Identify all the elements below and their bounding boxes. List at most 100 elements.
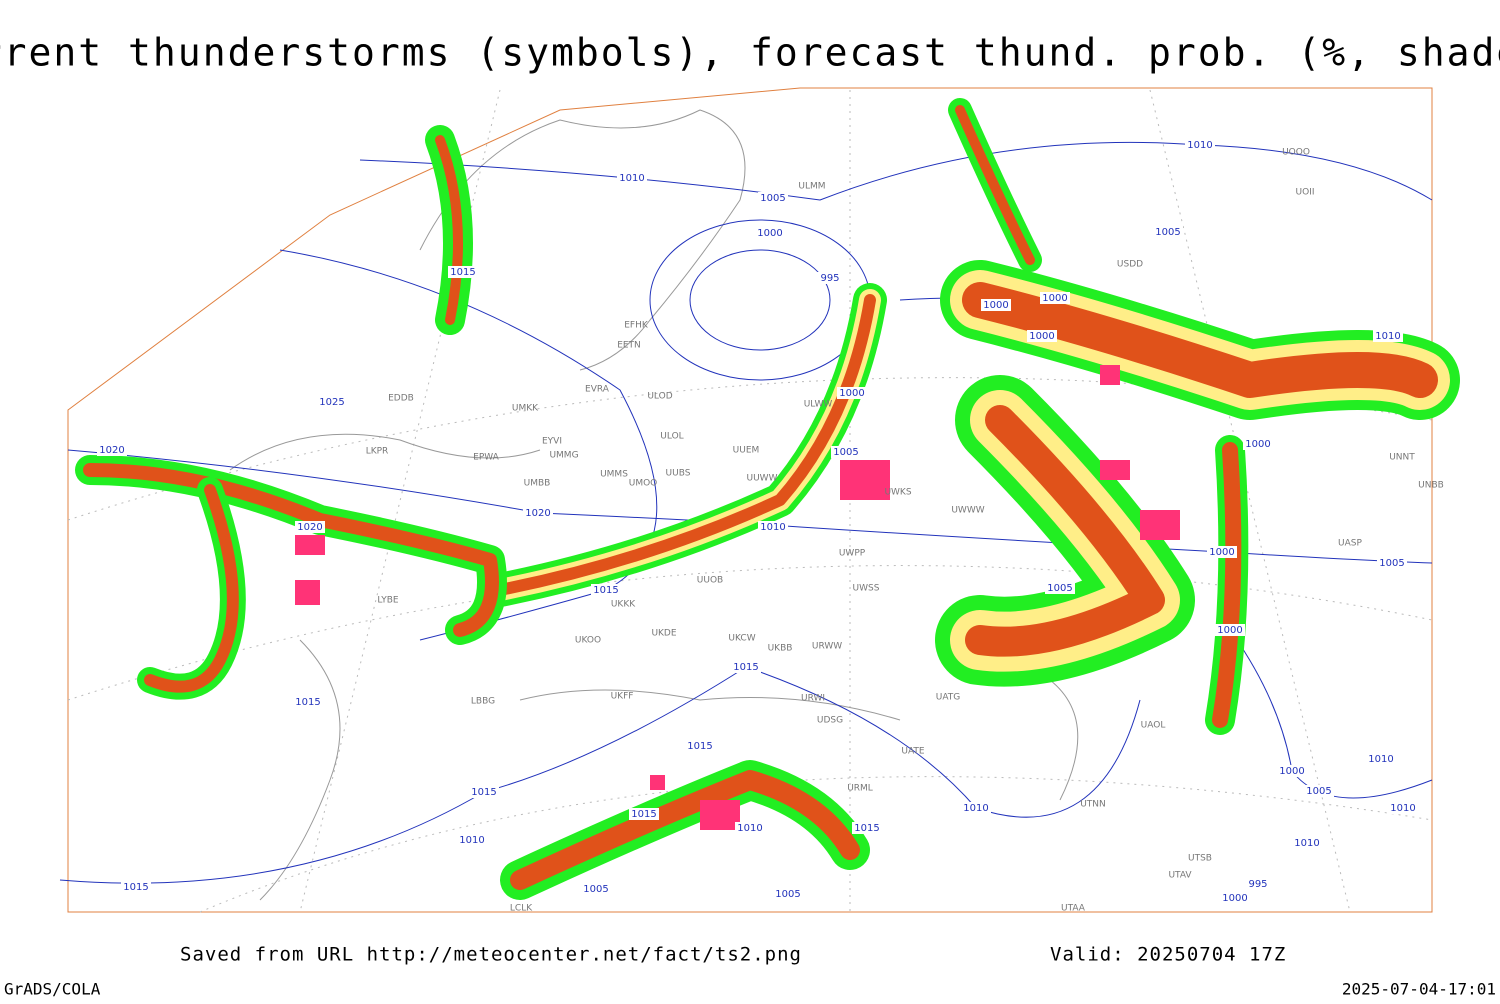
isobar-label: 1000 — [983, 300, 1008, 311]
station-label: LKPR — [366, 447, 389, 457]
station-label: LBBG — [471, 697, 495, 707]
station-label: UUWW — [747, 474, 778, 484]
station-label: UNNT — [1389, 453, 1415, 463]
isobar-label-box — [852, 822, 882, 834]
isobar-label: 1000 — [1245, 439, 1270, 450]
station-label: ULOL — [660, 432, 683, 442]
isobar-label: 1000 — [1217, 625, 1242, 636]
station-label: UATE — [901, 747, 925, 757]
isobar-label: 1010 — [1375, 331, 1400, 342]
station-label: UTAA — [1061, 904, 1086, 914]
timestamp: 2025-07-04-17:01 — [1342, 980, 1496, 999]
isobar-label: 1000 — [1209, 547, 1234, 558]
isobar-label: 1000 — [757, 228, 782, 239]
isobar-label: 1015 — [687, 741, 712, 752]
isobar-label-box — [1215, 624, 1245, 636]
station-label: ULWW — [804, 400, 833, 410]
isobar-label-box — [1366, 753, 1396, 765]
station-label: ULOD — [647, 392, 672, 402]
isobar-label-box — [469, 786, 499, 798]
station-label: UMOO — [629, 479, 658, 489]
station-label: UWPP — [839, 549, 866, 559]
isobar-label: 1005 — [583, 884, 608, 895]
station-label: UATG — [936, 693, 961, 703]
isobar-label: 1020 — [297, 522, 322, 533]
station-label: UMKK — [512, 404, 539, 414]
station-label: UNBB — [1418, 481, 1444, 491]
station-label: UTAV — [1168, 871, 1192, 881]
isobar-label-box — [1185, 139, 1215, 151]
station-label: UKBB — [768, 644, 793, 654]
isobar-label: 1015 — [733, 662, 758, 673]
isobar-label-box — [457, 834, 487, 846]
station-label: UKCW — [728, 634, 755, 644]
station-label: UUEM — [733, 446, 760, 456]
isobar-label-box — [1304, 785, 1334, 797]
station-label: EFHK — [624, 321, 649, 331]
isobar-label: 1000 — [1029, 331, 1054, 342]
isobar-label: 1020 — [525, 508, 550, 519]
isobar-label: 1000 — [839, 388, 864, 399]
isobar-label-box — [1243, 438, 1273, 450]
station-label: LCLK — [510, 904, 533, 914]
station-label: UASP — [1338, 539, 1362, 549]
station-label: URWI — [801, 694, 825, 704]
isobar-label-box — [773, 888, 803, 900]
isobar-label-box — [317, 396, 347, 408]
station-label: URML — [847, 784, 873, 794]
map-title: Current thunderstorms (symbols), forecas… — [0, 31, 1500, 75]
station-label: UTSB — [1188, 854, 1212, 864]
station-label: UWKS — [884, 488, 911, 498]
isobar-label-box — [961, 802, 991, 814]
isobar-label-box — [1153, 226, 1183, 238]
isobar-label: 1010 — [760, 522, 785, 533]
isobar-label: 1015 — [450, 267, 475, 278]
isobar-label-box — [831, 446, 861, 458]
station-label: UOII — [1296, 188, 1315, 198]
isobar-label-box — [295, 521, 325, 533]
isobar-label-box — [1377, 557, 1407, 569]
isobar-label: 1015 — [471, 787, 496, 798]
isobar-label: 1005 — [1047, 583, 1072, 594]
station-label: UMMS — [600, 470, 628, 480]
station-label: UKOO — [575, 636, 601, 646]
station-label: UUOB — [697, 576, 723, 586]
station-label: EYVI — [542, 437, 562, 447]
isobar-label: 1015 — [593, 585, 618, 596]
isobar-label-box — [815, 272, 845, 284]
isobar-label: 1000 — [1222, 893, 1247, 904]
thunderstorm-shading — [75, 98, 1460, 900]
isobar-label-box — [735, 822, 765, 834]
isobar-label: 1010 — [1294, 838, 1319, 849]
isobar-label-box — [1243, 878, 1273, 890]
isobar-label-box — [1388, 802, 1418, 814]
isobar-label: 995 — [1248, 879, 1267, 890]
isobars — [59, 141, 1433, 884]
station-label: URWW — [812, 642, 842, 652]
station-label: LYBE — [377, 596, 398, 606]
software: GrADS/COLA — [4, 980, 101, 999]
isobar-label-box — [1027, 330, 1057, 342]
station-label: UTNN — [1080, 800, 1106, 810]
saved-from: Saved from URL http://meteocenter.net/fa… — [180, 944, 802, 966]
isobar-label: 1005 — [1379, 558, 1404, 569]
isobar-label-box — [685, 740, 715, 752]
isobar-label-box — [1045, 582, 1075, 594]
isobar-label: 1010 — [737, 823, 762, 834]
isobar-label: 1010 — [1187, 140, 1212, 151]
station-labels: ULWW UUEM UUWW ULOL ULOD UMMS UUBS UMOO UMBB EPWA… — [366, 148, 1444, 914]
station-label: UMMG — [549, 451, 578, 461]
isobar-label-box — [1292, 837, 1322, 849]
isobar-label-box — [837, 387, 867, 399]
isobar-label-box — [755, 227, 785, 239]
station-label: UAOL — [1141, 721, 1166, 731]
isobar-label: 1015 — [631, 809, 656, 820]
isobar-label-box — [731, 661, 761, 673]
station-label: UWWW — [951, 506, 984, 516]
isobar-label: 1005 — [833, 447, 858, 458]
station-label: EPWA — [473, 453, 500, 463]
isobar-label: 1015 — [295, 697, 320, 708]
